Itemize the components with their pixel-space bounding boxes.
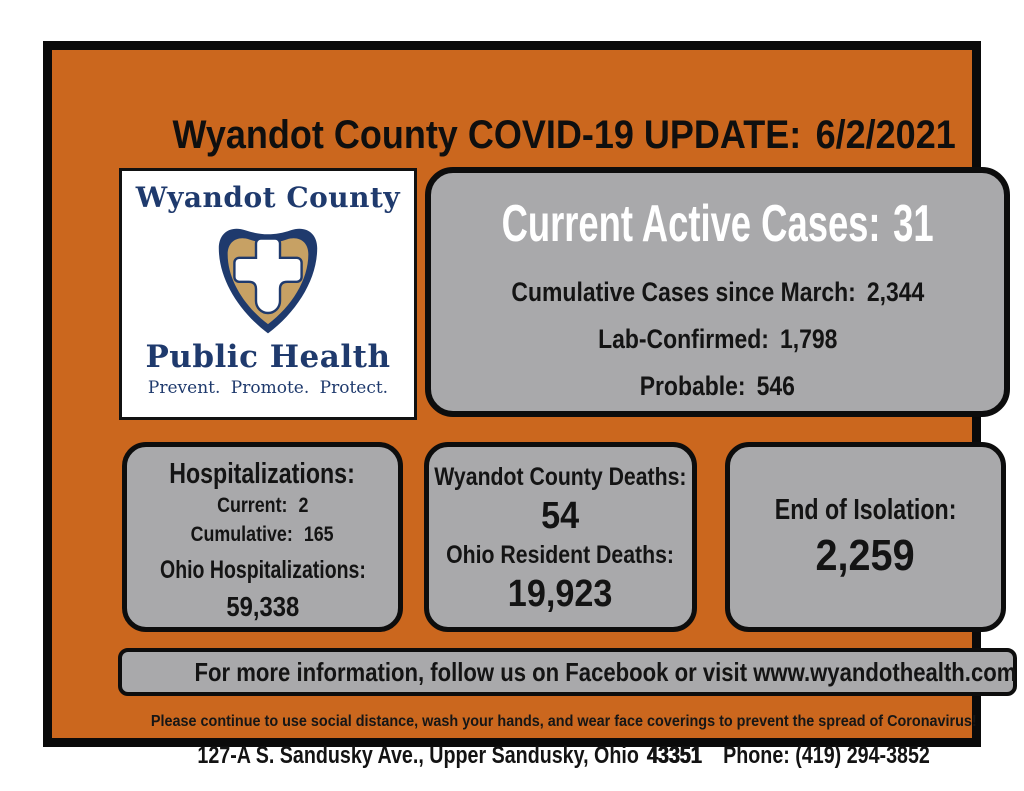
address-line: 127-A S. Sandusky Ave., Upper Sandusky, … <box>104 740 1024 772</box>
stat-label: Probable: <box>639 371 746 401</box>
ohio-deaths-label: Ohio Resident Deaths: <box>446 541 675 569</box>
stat-label: Cumulative Cases since March: <box>511 277 856 307</box>
active-cases-rows: Cumulative Cases since March: 2,344 Lab-C… <box>475 269 961 410</box>
deaths-card: Wyandot County Deaths: 54 Ohio Resident … <box>424 442 697 632</box>
stat-row-cumulative-cases: Cumulative Cases since March: 2,344 <box>475 269 961 316</box>
isolation-label: End of Isolation: <box>774 494 957 526</box>
hospitalizations-title: Hospitalizations: <box>169 458 356 490</box>
active-cases-value: 31 <box>893 195 934 253</box>
logo-org-name-top: Wyandot County <box>135 181 401 214</box>
stat-row-lab-confirmed: Lab-Confirmed: 1,798 <box>475 316 961 363</box>
logo-org-name-bottom: Public Health <box>145 339 391 375</box>
stat-value: 546 <box>756 371 796 401</box>
logo-card: Wyandot County Public Health Prevent. Pr… <box>119 168 417 420</box>
active-cases-label: Current Active Cases: <box>501 195 881 253</box>
zip-code: 43351 <box>647 742 703 769</box>
stat-value: 165 <box>304 523 334 546</box>
stat-row-probable: Probable: 546 <box>475 363 961 410</box>
hosp-current-row: Current: 2 <box>209 491 317 520</box>
ohio-deaths-value: 19,923 <box>508 573 613 615</box>
info-bar: For more information, follow us on Faceb… <box>118 648 1017 696</box>
phone-number: Phone: (419) 294-3852 <box>723 742 931 769</box>
isolation-card: End of Isolation: 2,259 <box>725 442 1006 632</box>
stat-value: 2 <box>298 494 309 517</box>
isolation-value: 2,259 <box>815 531 916 580</box>
info-bar-text: For more information, follow us on Faceb… <box>194 657 1017 687</box>
title-label: Wyandot County COVID-19 UPDATE: <box>172 113 802 157</box>
stat-label: Current: <box>216 494 288 517</box>
stat-value: 2,344 <box>866 277 924 307</box>
active-cases-card: Current Active Cases: 31 Cumulative Cases… <box>425 167 1010 417</box>
stat-label: Cumulative: <box>190 523 294 546</box>
county-deaths-value: 54 <box>541 495 580 537</box>
active-cases-heading: Current Active Cases: 31 <box>409 193 1024 255</box>
hosp-cumulative-row: Cumulative: 165 <box>178 520 346 549</box>
stat-label: Lab-Confirmed: <box>597 324 769 354</box>
page-title: Wyandot County COVID-19 UPDATE: 6/2/2021 <box>104 104 1024 166</box>
shield-cross-icon <box>218 228 318 334</box>
hospitalizations-card: Hospitalizations: Current: 2 Cumulative: 1… <box>122 442 403 632</box>
main-panel: Wyandot County COVID-19 UPDATE: 6/2/2021 … <box>43 41 1017 769</box>
county-deaths-label: Wyandot County Deaths: <box>434 463 687 491</box>
hosp-ohio-value: 59,338 <box>226 591 299 622</box>
hosp-ohio-label: Ohio Hospitalizations: <box>159 556 366 584</box>
logo-tagline: Prevent. Promote. Protect. <box>147 378 389 398</box>
title-date: 6/2/2021 <box>815 113 956 157</box>
notice-text: Please continue to use social distance, … <box>151 713 977 730</box>
street-address: 127-A S. Sandusky Ave., Upper Sandusky, … <box>197 742 640 769</box>
stat-value: 1,798 <box>779 324 838 354</box>
